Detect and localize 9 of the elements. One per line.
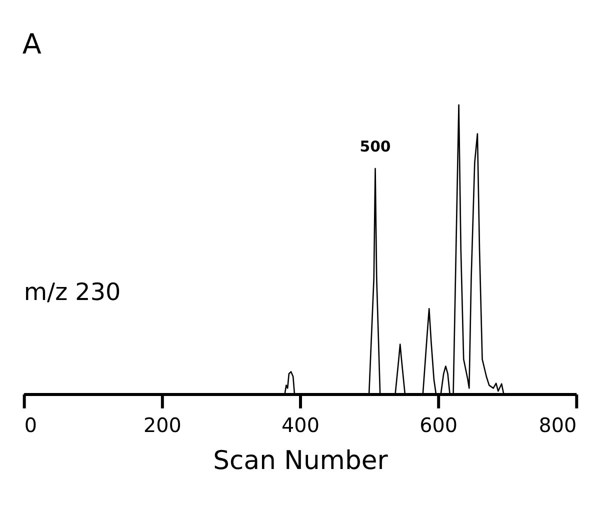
annotation: 500	[360, 138, 391, 156]
x-tick-label: 0	[24, 414, 37, 438]
chart-title: A	[22, 28, 42, 61]
x-tick-label: 200	[143, 414, 182, 438]
annotation: m/z 230	[24, 278, 121, 306]
x-axis-title: Scan Number	[213, 446, 388, 476]
x-tick-label: 800	[538, 414, 577, 438]
x-tick-label: 400	[282, 414, 320, 438]
x-tick-label: 600	[420, 414, 458, 438]
